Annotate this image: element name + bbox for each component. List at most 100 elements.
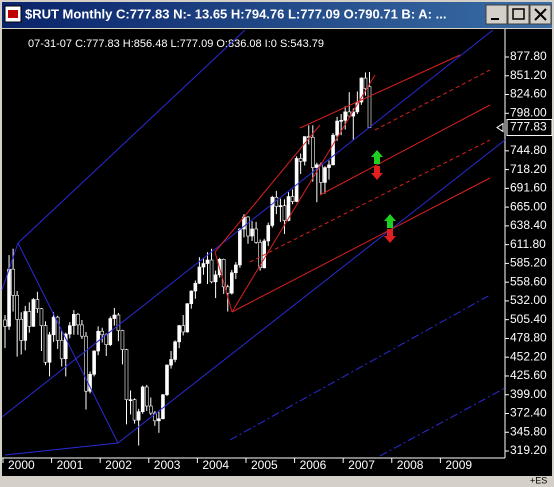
- last-price-label: 777.83: [510, 120, 547, 134]
- x-tick-label: 2006: [300, 458, 327, 472]
- candle-body: [15, 294, 19, 320]
- candle-body: [165, 364, 169, 396]
- footer-label: +ES: [530, 475, 547, 485]
- candle-body: [363, 77, 368, 89]
- candle-body: [124, 349, 129, 400]
- y-tick-label: 478.80: [510, 331, 547, 345]
- x-tick-label: 2001: [57, 458, 84, 472]
- y-tick-label: 585.20: [510, 256, 547, 270]
- candle-body: [68, 325, 72, 335]
- info-line: 07-31-07 C:777.83 H:856.48 L:777.09 O:83…: [28, 38, 324, 50]
- candle-body: [213, 274, 218, 283]
- y-tick-label: 532.00: [510, 293, 547, 307]
- y-tick-label: 798.00: [510, 105, 547, 119]
- window-icon-glyph: [8, 10, 18, 18]
- candle-body: [19, 318, 24, 341]
- y-tick-label: 665.00: [510, 199, 547, 213]
- candle-body: [11, 268, 15, 296]
- candle-body: [132, 399, 137, 421]
- x-tick-label: 2002: [105, 458, 132, 472]
- trend-line: [214, 124, 321, 253]
- y-tick-label: 558.60: [510, 274, 547, 288]
- down-arrow: [371, 166, 383, 180]
- y-tick-label: 877.80: [510, 49, 547, 63]
- candle-body: [185, 303, 190, 333]
- candle-body: [193, 282, 198, 292]
- candle-body: [140, 386, 145, 412]
- candle-body: [339, 120, 343, 122]
- candle-body: [205, 259, 210, 264]
- trend-line: [374, 69, 491, 131]
- candle-body: [282, 205, 287, 221]
- trend-line: [249, 139, 491, 263]
- y-tick-label: 345.80: [510, 424, 547, 438]
- minimize-button[interactable]: [485, 4, 508, 25]
- candle-body: [157, 418, 161, 422]
- candle-body: [47, 334, 52, 363]
- candle-body: [72, 314, 76, 326]
- candle-body: [327, 164, 331, 168]
- candle-body: [234, 264, 238, 274]
- plot-background: [2, 29, 552, 476]
- candle-body: [302, 136, 307, 162]
- candle-body: [347, 111, 352, 117]
- candle-body: [221, 259, 226, 288]
- down-arrow: [384, 229, 396, 243]
- maximize-glyph: [512, 8, 525, 20]
- window-title: $RUT Monthly C:777.83 N:- 13.65 H:794.76…: [25, 6, 446, 21]
- y-tick-label: 851.20: [510, 68, 547, 82]
- candle-body: [315, 164, 319, 168]
- trend-line: [231, 74, 376, 313]
- candle-body: [250, 228, 254, 237]
- candle-body: [290, 196, 295, 202]
- trend-line: [1, 29, 494, 418]
- candle-body: [343, 111, 348, 121]
- trend-line: [299, 54, 461, 129]
- trend-line: [379, 387, 506, 457]
- candle-body: [80, 324, 84, 337]
- candle-body: [120, 330, 125, 350]
- x-tick-label: 2009: [445, 458, 472, 472]
- candle-body: [116, 314, 121, 331]
- price-pointer: [496, 122, 504, 133]
- x-tick-label: 2007: [348, 458, 375, 472]
- close-glyph: [534, 8, 547, 21]
- trend-line: [214, 251, 233, 313]
- candle-body: [92, 350, 96, 375]
- candle-body: [169, 359, 173, 366]
- candle-body: [3, 319, 7, 327]
- axes: 877.80 851.20 824.60 798.00 744.80 718.20 691.…: [2, 49, 553, 472]
- candle-body: [177, 325, 181, 343]
- trend-line: [319, 104, 491, 196]
- y-tick-label: 718.20: [510, 162, 547, 176]
- candle-body: [100, 330, 104, 336]
- candle-body: [55, 316, 60, 341]
- candle-body: [88, 373, 92, 392]
- candle-body: [51, 316, 56, 336]
- x-tick-label: 2004: [202, 458, 229, 472]
- candle-body: [128, 399, 133, 401]
- up-arrow: [371, 150, 383, 164]
- x-tick-label: 2008: [397, 458, 424, 472]
- candle-body: [335, 120, 339, 136]
- trend-line: [231, 177, 491, 313]
- trend-line: [4, 442, 119, 456]
- y-tick-label: 744.80: [510, 143, 547, 157]
- candle-body: [254, 228, 258, 243]
- candle-body: [189, 290, 194, 305]
- y-tick-label: 824.60: [510, 87, 547, 101]
- trend-line: [1, 242, 19, 291]
- maximize-button[interactable]: [507, 4, 530, 25]
- candle-body: [286, 196, 291, 221]
- candle-body: [27, 311, 32, 327]
- candle-body: [35, 299, 40, 309]
- candle-body: [7, 268, 11, 327]
- title-bar: [2, 2, 552, 28]
- candle-body: [310, 136, 315, 168]
- candle-body: [181, 325, 185, 333]
- last-price-box: [506, 119, 553, 137]
- window-buttons[interactable]: [485, 4, 552, 25]
- candle-body: [266, 225, 271, 242]
- candle-body: [39, 308, 44, 326]
